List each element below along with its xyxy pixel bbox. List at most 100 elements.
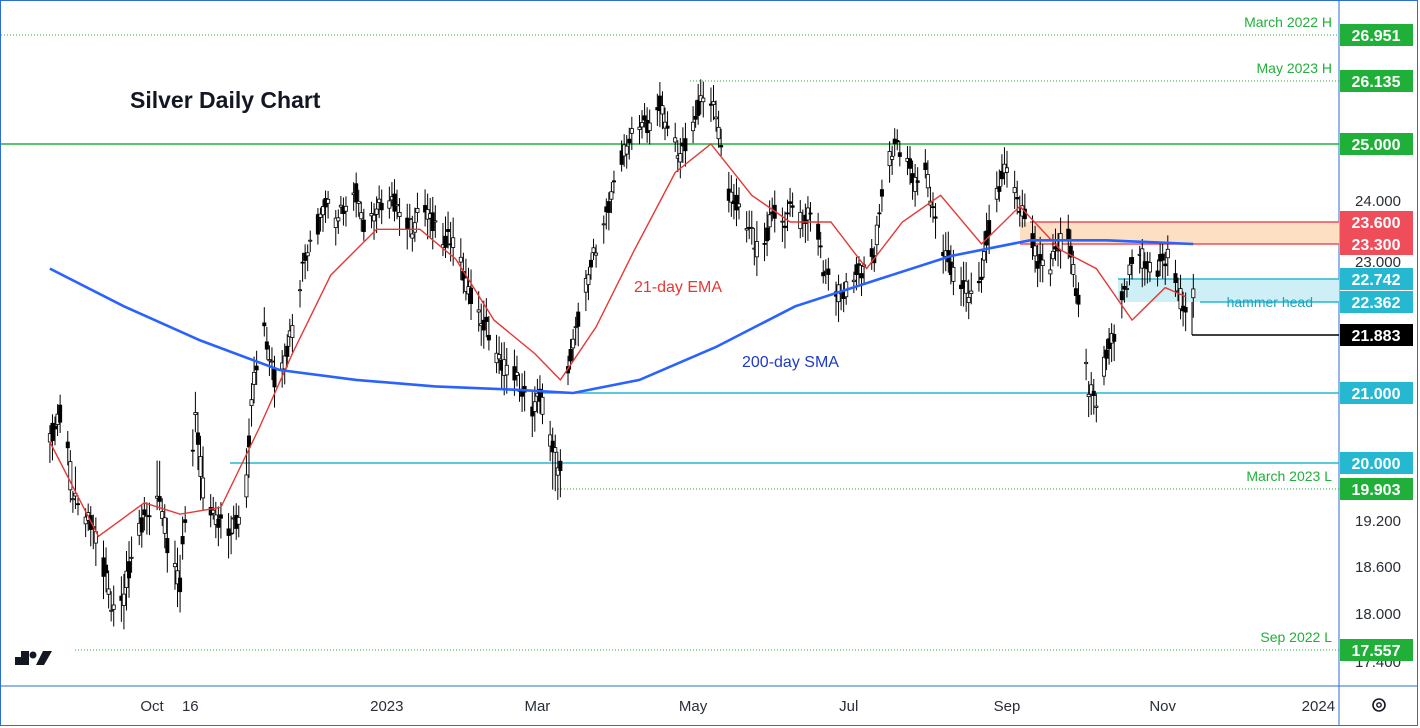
ema-21-line <box>49 143 1186 538</box>
candle <box>1012 170 1017 209</box>
candle <box>908 146 913 185</box>
settings-gear-icon[interactable] <box>1372 698 1386 712</box>
candle <box>798 199 803 239</box>
candle <box>1048 253 1053 287</box>
candle <box>1084 348 1089 381</box>
candle <box>915 167 920 196</box>
x-tick-label: Jul <box>839 698 858 715</box>
svg-text:22.362: 22.362 <box>1352 295 1401 312</box>
candle <box>415 192 420 223</box>
price-label-26-951: 26.951 <box>1340 24 1413 46</box>
candle <box>53 416 58 446</box>
candle <box>548 420 553 462</box>
candle <box>576 302 581 347</box>
candle <box>226 513 231 559</box>
candle <box>423 189 428 227</box>
candle <box>377 185 382 219</box>
candle <box>1119 283 1124 319</box>
candle <box>749 210 754 245</box>
candle <box>994 171 999 213</box>
candle <box>762 222 767 262</box>
candle <box>229 515 234 555</box>
chart-title: Silver Daily Chart <box>130 87 321 113</box>
candle <box>923 149 928 179</box>
x-tick-label: 2024 <box>1302 698 1335 715</box>
candle <box>104 547 109 593</box>
candle <box>514 355 519 387</box>
candle <box>744 211 749 243</box>
candle <box>178 554 183 613</box>
candle <box>1140 238 1145 288</box>
candle <box>696 83 701 125</box>
candle <box>282 343 287 385</box>
candle <box>372 203 377 240</box>
tradingview-logo[interactable] <box>15 651 52 665</box>
candle <box>673 122 678 152</box>
candle <box>109 591 114 622</box>
candle <box>573 316 578 346</box>
candle <box>683 122 688 167</box>
candle <box>433 205 438 238</box>
candle <box>111 585 116 627</box>
price-label-22-362: 22.362 <box>1340 291 1413 313</box>
candle <box>379 189 384 225</box>
sma-annotation: 200-day SMA <box>742 354 839 371</box>
candle <box>160 498 165 527</box>
candle <box>640 110 645 139</box>
candle <box>737 187 742 220</box>
candle <box>897 140 902 167</box>
candle <box>343 196 348 227</box>
sma-200-line <box>49 239 1194 395</box>
candle <box>808 202 813 232</box>
candle <box>195 412 200 471</box>
candle <box>966 279 971 320</box>
candle <box>890 145 895 176</box>
candle <box>879 179 884 212</box>
candle <box>121 573 126 630</box>
svg-text:21.000: 21.000 <box>1352 386 1401 403</box>
candle <box>999 154 1004 187</box>
candle <box>555 451 560 500</box>
candle <box>979 257 984 293</box>
candle <box>711 85 716 121</box>
candle <box>201 446 206 511</box>
candle <box>637 115 642 145</box>
candle <box>930 192 935 223</box>
candle <box>714 100 719 132</box>
candle <box>298 279 303 308</box>
candle <box>788 187 793 217</box>
candle <box>729 175 734 217</box>
candle <box>469 269 474 320</box>
candle <box>601 215 606 244</box>
candle <box>1183 292 1188 332</box>
candle <box>157 460 162 511</box>
candle <box>586 266 591 301</box>
candle <box>734 178 739 227</box>
svg-text:26.951: 26.951 <box>1352 28 1401 45</box>
candle <box>657 81 662 128</box>
candle <box>785 199 790 232</box>
candle <box>1122 278 1127 303</box>
candle <box>180 516 185 560</box>
candle <box>583 269 588 312</box>
candle <box>218 502 223 539</box>
candle <box>252 356 257 404</box>
candle <box>290 314 295 353</box>
candle <box>124 550 129 611</box>
candle <box>315 208 320 245</box>
candle <box>895 129 900 151</box>
candle <box>172 540 177 590</box>
hammer-zone <box>1118 279 1339 302</box>
candle <box>129 536 134 573</box>
candle <box>175 547 180 608</box>
candle <box>874 215 879 256</box>
candle <box>629 116 634 150</box>
y-tick-label: 24.000 <box>1355 193 1401 210</box>
candle <box>609 181 614 214</box>
price-label-21-000: 21.000 <box>1340 382 1413 404</box>
candle <box>308 230 313 253</box>
candle <box>1038 236 1043 283</box>
candle <box>693 100 698 128</box>
candle <box>305 244 310 272</box>
candle <box>716 110 721 148</box>
